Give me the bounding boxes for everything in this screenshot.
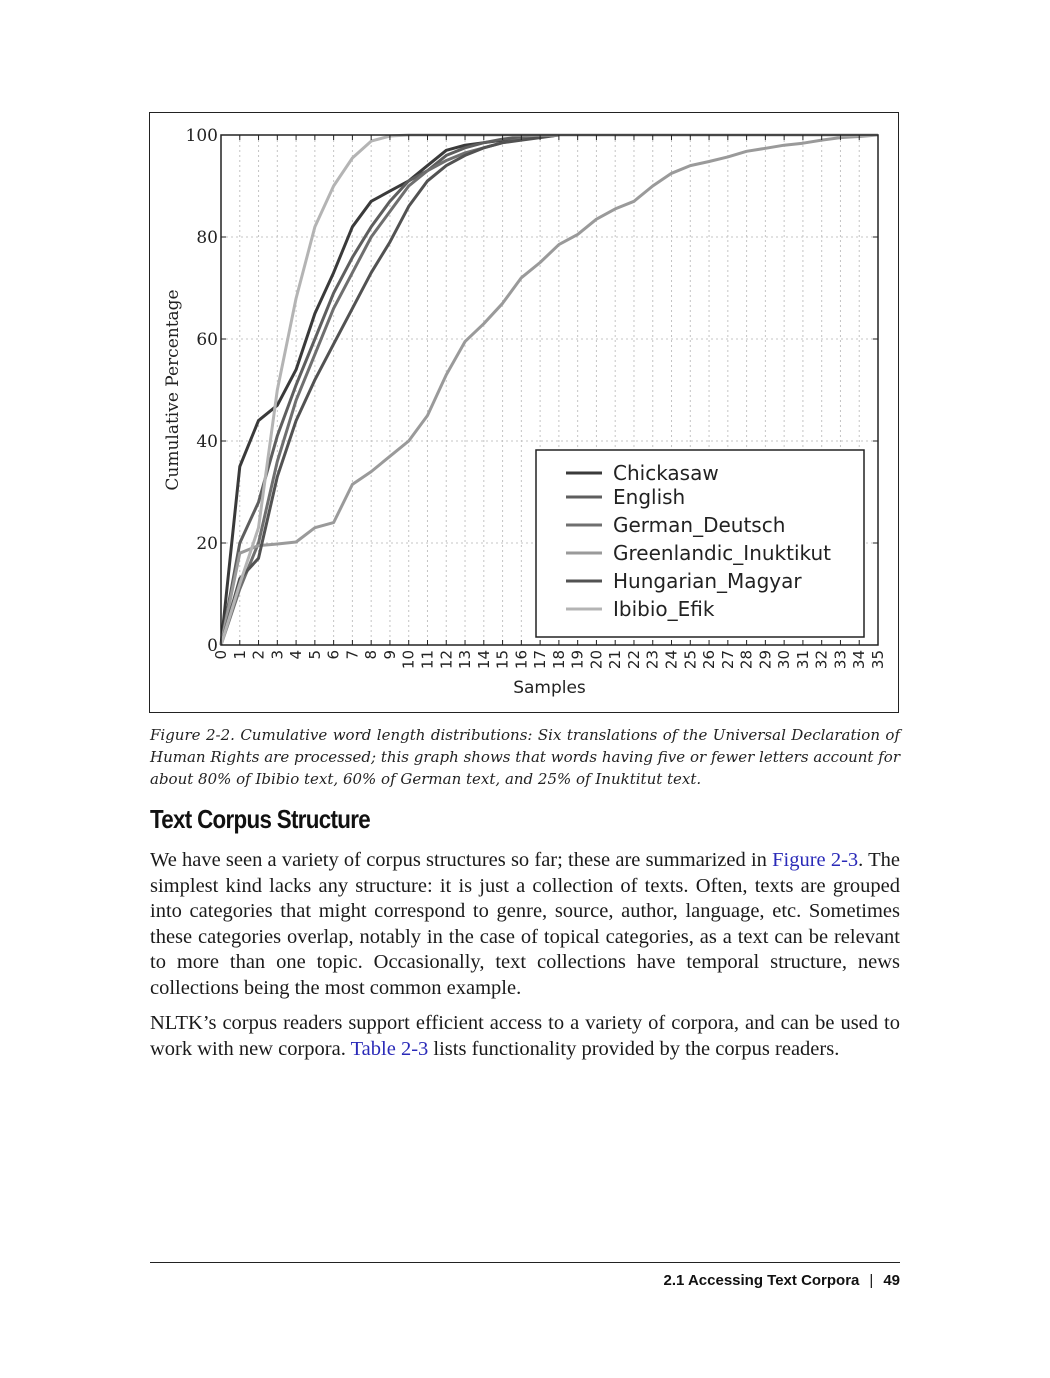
x-tick-label: 29 — [756, 650, 774, 669]
y-tick-label: 40 — [196, 432, 218, 452]
x-tick-label: 31 — [794, 650, 812, 669]
x-tick-label: 35 — [869, 650, 887, 669]
x-tick-label: 15 — [494, 650, 512, 669]
x-tick-label: 23 — [644, 650, 662, 669]
x-tick-label: 0 — [212, 650, 230, 660]
x-tick-label: 28 — [738, 650, 756, 669]
x-tick-label: 34 — [850, 650, 868, 669]
figure-caption: Figure 2-2. Cumulative word length distr… — [150, 726, 900, 788]
x-tick-label: 16 — [512, 650, 530, 669]
x-tick-label: 20 — [587, 650, 605, 669]
x-tick-label: 2 — [250, 650, 268, 660]
paragraph-text: lists functionality provided by the corp… — [428, 1037, 840, 1060]
x-tick-label: 9 — [381, 650, 399, 660]
cumulative-distribution-chart: 0 1 2 3 4 5 6 7 8 9 10 11 12 13 14 15 16 17 18 19 20 21 22 23 24… — [163, 126, 887, 698]
x-tick-label: 27 — [719, 650, 737, 669]
x-tick-label: 33 — [831, 650, 849, 669]
legend-box — [535, 449, 865, 638]
x-tick-label: 11 — [418, 650, 436, 669]
x-tick-label: 6 — [325, 650, 343, 660]
x-tick-label: 17 — [531, 650, 549, 669]
x-tick-label: 22 — [625, 650, 643, 669]
x-tick-label: 10 — [400, 650, 418, 669]
legend-label-german-deutsch: German_Deutsch — [613, 513, 785, 537]
figure-frame: 0 1 2 3 4 5 6 7 8 9 10 11 12 13 14 15 16 17 18 19 20 21 22 23 24… — [149, 112, 899, 713]
x-tick-label: 18 — [550, 650, 568, 669]
page-footer: 2.1 Accessing Text Corpora | 49 — [664, 1272, 901, 1289]
body-paragraph-2: NLTK’s corpus readers support efficient … — [150, 1011, 900, 1062]
y-axis-label: Cumulative Percentage — [163, 289, 183, 490]
x-axis-label: Samples — [513, 678, 586, 698]
x-tick-label: 3 — [268, 650, 286, 660]
figure-2-3-link[interactable]: Figure 2-3 — [772, 849, 859, 871]
axis-ticks: 0 1 2 3 4 5 6 7 8 9 10 11 12 13 14 15 16 17 18 19 20 21 22 23 24… — [186, 126, 887, 669]
series-line-greenlandic-inuktikut — [219, 133, 879, 646]
legend-label-ibibio-efik: Ibibio_Efik — [613, 597, 715, 621]
y-tick-label: 20 — [196, 534, 218, 554]
footer-rule — [150, 1262, 900, 1263]
x-tick-label: 25 — [681, 650, 699, 669]
x-tick-label: 24 — [663, 650, 681, 669]
plot-area-border — [220, 134, 879, 646]
x-tick-label: 26 — [700, 650, 718, 669]
x-tick-label: 1 — [231, 650, 249, 660]
legend-label-chickasaw: Chickasaw — [613, 461, 719, 485]
x-tick-label: 19 — [569, 650, 587, 669]
x-tick-label: 5 — [306, 650, 324, 660]
legend-label-hungarian-magyar: Hungarian_Magyar — [613, 569, 802, 593]
legend-label-english: English — [613, 485, 685, 509]
table-2-3-link[interactable]: Table 2-3 — [350, 1037, 429, 1060]
section-heading: Text Corpus Structure — [150, 804, 371, 834]
paragraph-text: . The simplest kind lacks any structure:… — [150, 849, 900, 999]
y-tick-label: 60 — [196, 330, 218, 350]
footer-separator: | — [869, 1272, 874, 1289]
y-tick-label: 0 — [207, 636, 218, 656]
page-number: 49 — [883, 1272, 900, 1289]
x-tick-label: 21 — [606, 650, 624, 669]
x-tick-label: 12 — [437, 650, 455, 669]
y-tick-label: 80 — [196, 228, 218, 248]
y-tick-label: 100 — [186, 126, 218, 146]
x-tick-label: 32 — [813, 650, 831, 669]
x-tick-label: 13 — [456, 650, 474, 669]
x-tick-label: 8 — [362, 650, 380, 660]
paragraph-text: NLTK’s corpus readers support efficient … — [150, 1012, 900, 1060]
x-tick-label: 30 — [775, 650, 793, 669]
footer-section-title: 2.1 Accessing Text Corpora — [663, 1272, 860, 1289]
legend-label-greenlandic-inuktikut: Greenlandic_Inuktikut — [613, 541, 831, 565]
body-paragraph-1: We have seen a variety of corpus structu… — [150, 848, 900, 1001]
x-tick-label: 14 — [475, 650, 493, 669]
x-tick-label: 7 — [343, 650, 361, 660]
x-tick-label: 4 — [287, 650, 305, 660]
paragraph-text: We have seen a variety of corpus structu… — [150, 849, 773, 871]
